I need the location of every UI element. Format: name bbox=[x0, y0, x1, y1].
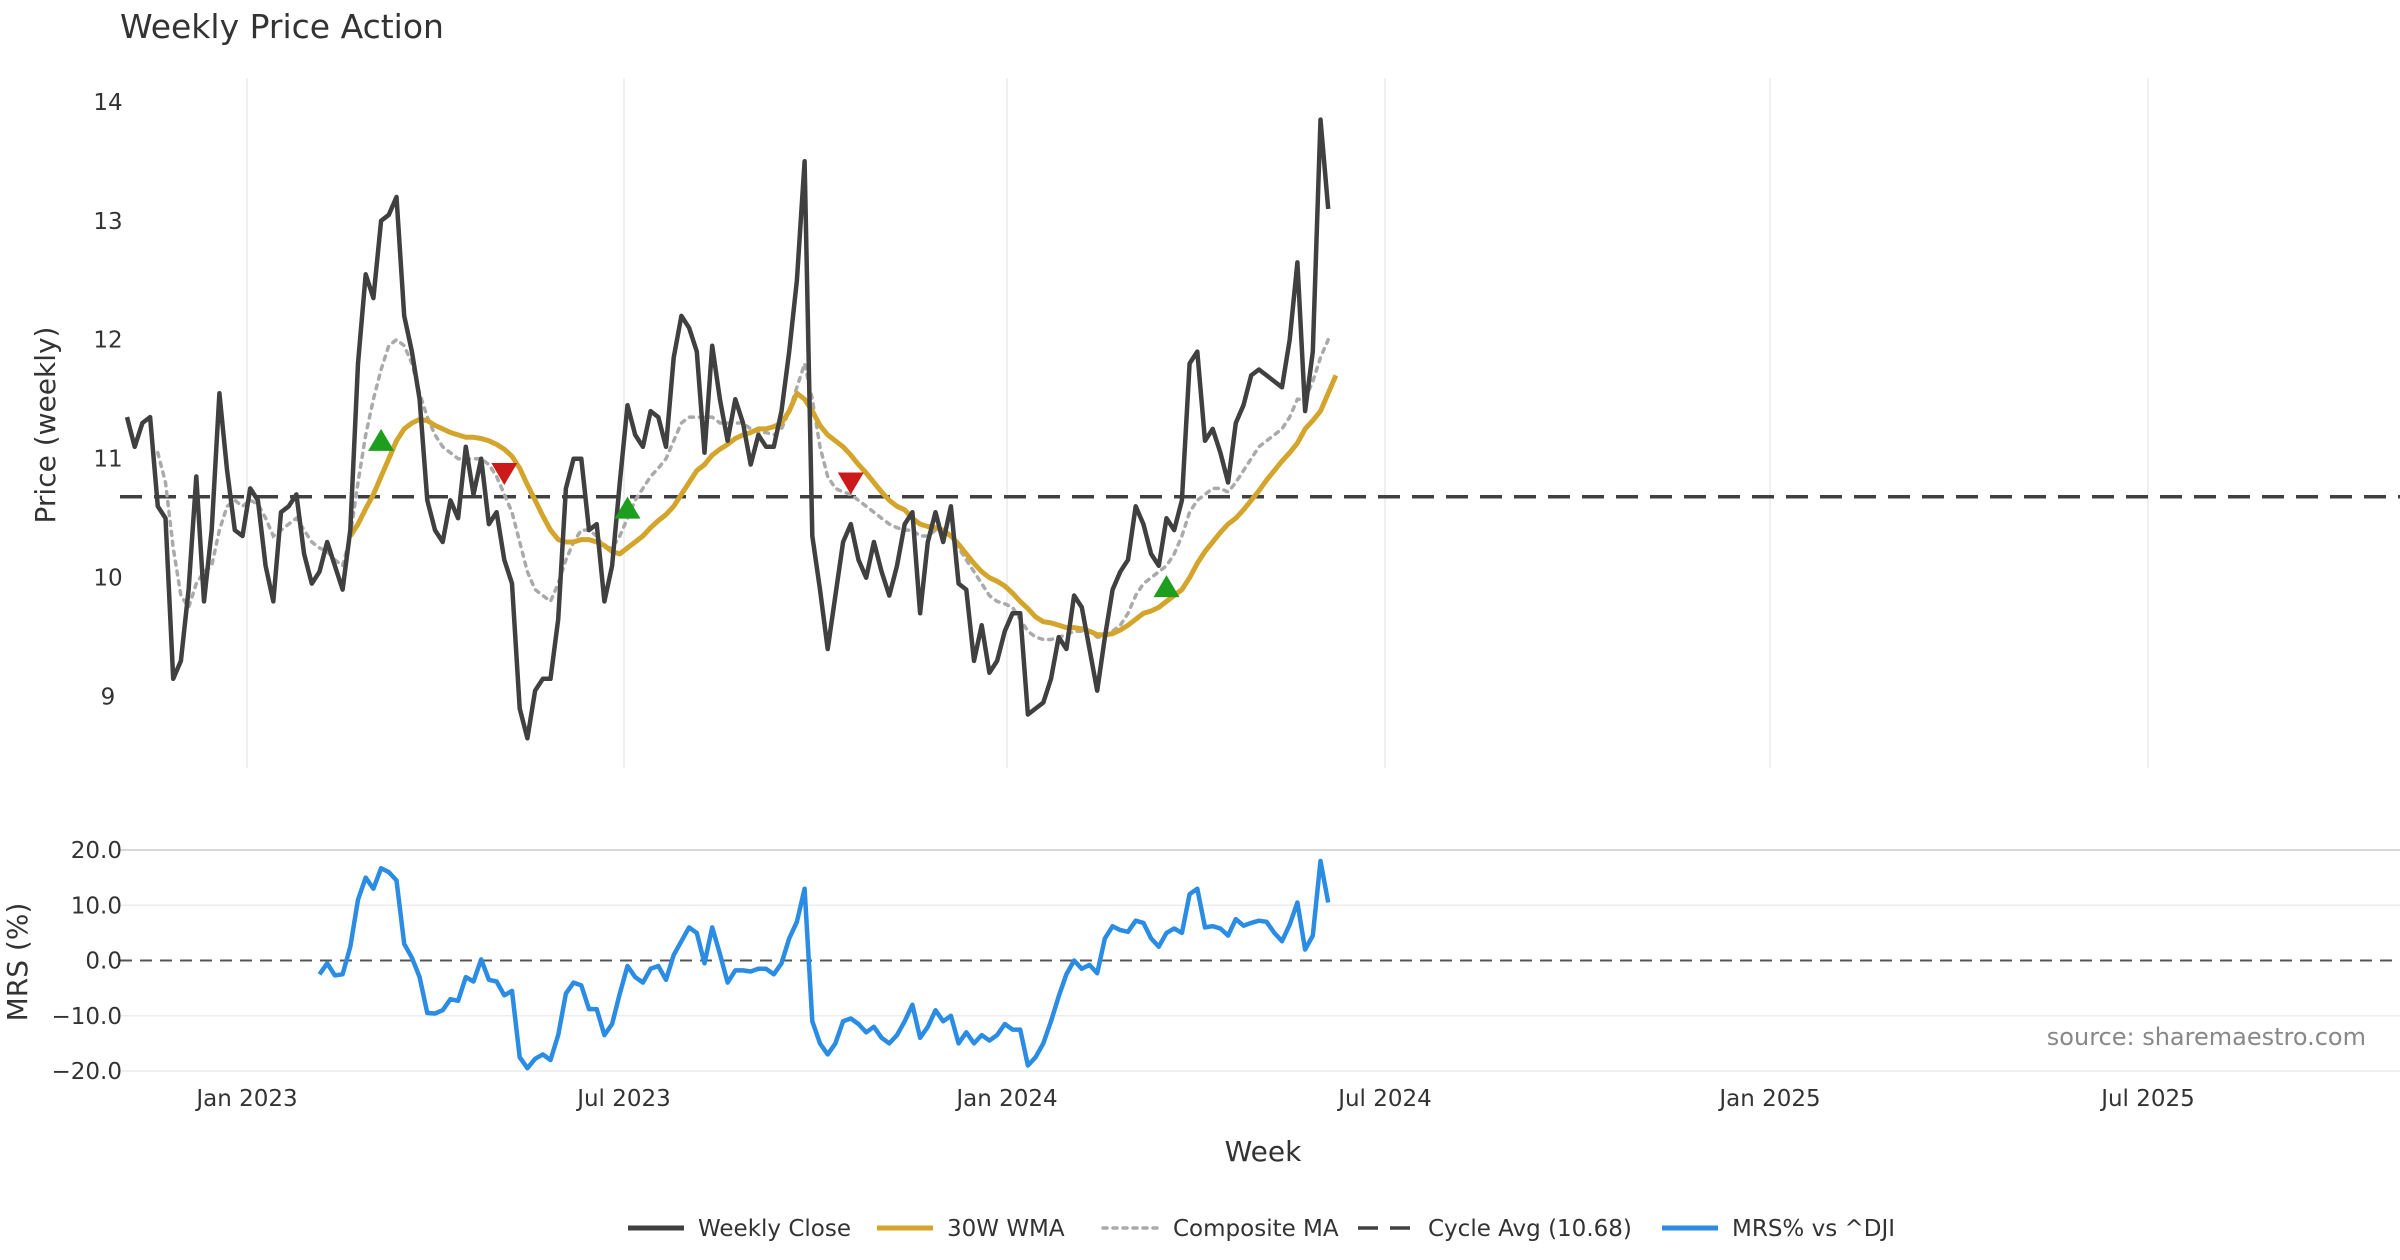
price-y-tick-4: 13 bbox=[93, 209, 122, 235]
price-grid bbox=[246, 78, 2149, 768]
price-y-tick-0: 9 bbox=[101, 685, 116, 711]
legend-label-1: 30W WMA bbox=[947, 1216, 1065, 1242]
mrs-series bbox=[317, 858, 1331, 1071]
buy-signal-marker-2 bbox=[614, 496, 641, 519]
legend-label-2: Composite MA bbox=[1173, 1216, 1339, 1242]
mrs-y-ticks: −20.0 −10.0 0.0 10.0 20.0 bbox=[52, 838, 122, 1085]
weekly-close-line bbox=[124, 117, 1331, 741]
composite-ma-line bbox=[156, 337, 1330, 642]
legend-item-1: 30W WMA bbox=[877, 1216, 1065, 1242]
mrs-y-tick-4: 20.0 bbox=[71, 838, 122, 864]
x-tick-4: Jan 2025 bbox=[1717, 1086, 1820, 1112]
x-axis-label: Week bbox=[1225, 1135, 1302, 1168]
x-tick-2: Jan 2024 bbox=[954, 1086, 1057, 1112]
sell-signal-marker-3 bbox=[837, 472, 864, 495]
legend-item-3: Cycle Avg (10.68) bbox=[1358, 1216, 1632, 1242]
buy-signal-marker-0 bbox=[368, 428, 395, 451]
mrs-y-tick-2: 0.0 bbox=[85, 949, 122, 975]
mrs-y-tick-0: −20.0 bbox=[52, 1059, 122, 1085]
mrs-y-axis-label: MRS (%) bbox=[1, 903, 34, 1022]
legend-label-4: MRS% vs ^DJI bbox=[1732, 1216, 1895, 1242]
mrs-y-tick-1: −10.0 bbox=[52, 1004, 122, 1030]
chart-title: Weekly Price Action bbox=[120, 7, 444, 46]
source-label: source: sharemaestro.com bbox=[2047, 1023, 2366, 1051]
x-tick-5: Jul 2025 bbox=[2099, 1086, 2195, 1112]
sell-signal-marker-1 bbox=[491, 462, 518, 485]
mrs-y-tick-3: 10.0 bbox=[71, 893, 122, 919]
x-tick-0: Jan 2023 bbox=[194, 1086, 297, 1112]
legend-label-0: Weekly Close bbox=[698, 1216, 851, 1242]
mrs-grid bbox=[120, 849, 2400, 1072]
mrs-line bbox=[317, 858, 1331, 1071]
x-ticks: Jan 2023 Jul 2023 Jan 2024 Jul 2024 Jan 2025… bbox=[194, 1086, 2194, 1112]
wma-30w-line bbox=[348, 374, 1339, 638]
signal-markers bbox=[368, 428, 1180, 598]
legend-item-2: Composite MA bbox=[1101, 1216, 1339, 1242]
legend-item-0: Weekly Close bbox=[628, 1216, 851, 1242]
x-tick-3: Jul 2024 bbox=[1336, 1086, 1432, 1112]
price-y-axis-label: Price (weekly) bbox=[29, 327, 62, 524]
x-tick-1: Jul 2023 bbox=[575, 1086, 671, 1112]
buy-signal-marker-4 bbox=[1153, 575, 1180, 598]
price-y-ticks: 9 10 11 12 13 14 bbox=[93, 90, 122, 711]
legend-item-4: MRS% vs ^DJI bbox=[1662, 1216, 1895, 1242]
price-y-tick-1: 10 bbox=[93, 566, 122, 592]
price-y-tick-2: 11 bbox=[93, 447, 122, 473]
price-series bbox=[124, 117, 1339, 741]
price-y-tick-5: 14 bbox=[93, 90, 122, 116]
legend: Weekly Close 30W WMA Composite MA Cycle Avg… bbox=[628, 1216, 1895, 1242]
legend-label-3: Cycle Avg (10.68) bbox=[1428, 1216, 1632, 1242]
price-y-tick-3: 12 bbox=[93, 328, 122, 354]
